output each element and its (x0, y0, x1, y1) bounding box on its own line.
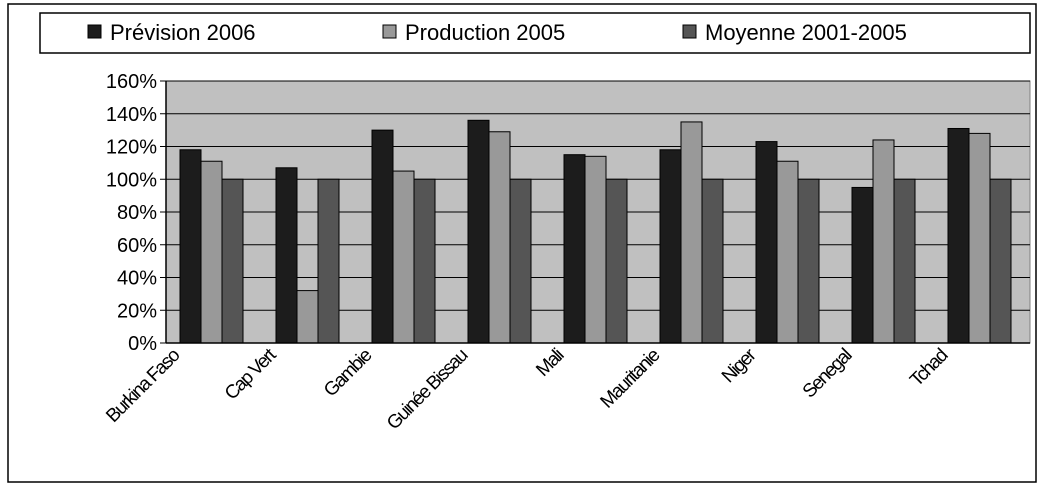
y-tick-label: 60% (117, 235, 157, 257)
legend: Prévision 2006 Production 2005 Moyenne 200… (87, 20, 907, 45)
bar-production-2005-senegal (872, 139, 895, 344)
y-tick-label: 40% (117, 268, 157, 290)
y-tick-label: 120% (106, 137, 157, 159)
y-tick-label: 100% (106, 169, 157, 191)
y-tick-labels: 0% 20% 40% 60% 80% 100% 120% 140% 160% (106, 71, 157, 355)
bar-moyenne-2001-2005-cap-vert (317, 178, 340, 344)
bar-production-2005-guinee-bissau (488, 131, 511, 344)
bar-prevision-2006-senegal (851, 186, 874, 344)
legend-swatch (87, 24, 102, 39)
bar-production-2005-mauritanie (680, 121, 703, 344)
legend-label: Moyenne 2001-2005 (705, 20, 907, 45)
bar-prevision-2006-gambie (371, 129, 394, 344)
axes (160, 80, 1030, 344)
y-tick-label: 160% (106, 71, 157, 93)
bar-prevision-2006-burkina-faso (179, 149, 202, 344)
y-tick-label: 20% (117, 300, 157, 322)
bars (179, 119, 1012, 344)
legend-box (39, 12, 1031, 54)
bar-production-2005-burkina-faso (200, 160, 223, 344)
bar-prevision-2006-mauritanie (659, 149, 682, 344)
legend-swatch (382, 24, 397, 39)
y-tick-label: 80% (117, 202, 157, 224)
bar-moyenne-2001-2005-guinee-bissau (509, 178, 532, 344)
bar-production-2005-mali (584, 155, 607, 344)
legend-label: Production 2005 (405, 20, 565, 45)
legend-swatch (682, 24, 697, 39)
bar-moyenne-2001-2005-mali (605, 178, 628, 344)
bar-prevision-2006-mali (563, 154, 586, 344)
bar-prevision-2006-guinee-bissau (467, 119, 490, 344)
bar-moyenne-2001-2005-niger (797, 178, 820, 344)
bar-prevision-2006-tchad (947, 127, 970, 344)
bar-moyenne-2001-2005-burkina-faso (221, 178, 244, 344)
bar-production-2005-niger (776, 160, 799, 344)
y-tick-label: 140% (106, 104, 157, 126)
bar-moyenne-2001-2005-gambie (413, 178, 436, 344)
bar-production-2005-cap-vert (296, 290, 319, 344)
bar-production-2005-tchad (968, 132, 991, 344)
legend-label: Prévision 2006 (110, 20, 256, 45)
y-tick-label: 0% (128, 333, 157, 355)
bar-prevision-2006-cap-vert (275, 167, 298, 344)
bar-moyenne-2001-2005-senegal (893, 178, 916, 344)
bar-prevision-2006-niger (755, 141, 778, 344)
bar-production-2005-gambie (392, 170, 415, 344)
bar-moyenne-2001-2005-mauritanie (701, 178, 724, 344)
bar-moyenne-2001-2005-tchad (989, 178, 1012, 344)
